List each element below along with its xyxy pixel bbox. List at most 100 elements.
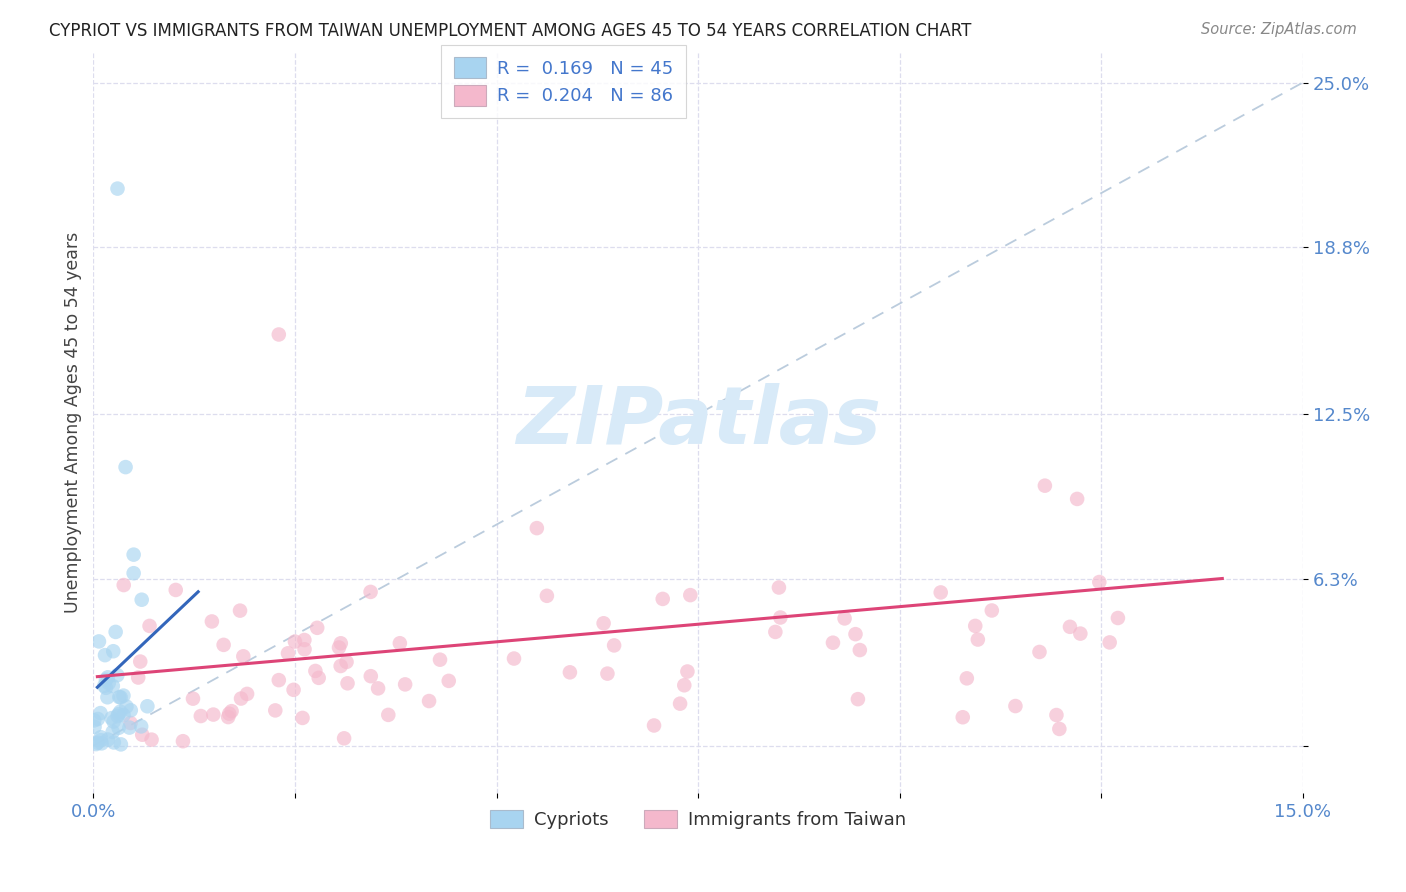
Point [87,634,110,648]
Point [93,679,115,693]
Point [292,632,315,647]
Point [217,710,239,724]
Point [329,659,352,673]
Point [676,665,699,679]
Point [94,673,117,687]
Point [96,690,118,705]
Point [229,604,252,618]
Point [1069,626,1091,640]
Point [236,687,259,701]
Point [131,592,153,607]
Legend: Cypriots, Immigrants from Taiwan: Cypriots, Immigrants from Taiwan [484,803,912,837]
Point [232,649,254,664]
Point [768,581,790,595]
Point [503,651,526,665]
Point [115,699,138,714]
Point [929,585,952,599]
Point [103,714,125,729]
Point [651,591,673,606]
Point [1088,574,1111,589]
Point [100,711,122,725]
Point [107,721,129,735]
Point [86,736,108,750]
Point [335,655,357,669]
Point [769,610,792,624]
Point [592,616,614,631]
Point [181,691,204,706]
Point [437,673,460,688]
Point [603,639,626,653]
Point [89,706,111,720]
Point [264,703,287,717]
Point [138,619,160,633]
Point [84,737,107,751]
Point [165,582,187,597]
Point [141,732,163,747]
Point [83,714,105,728]
Point [394,677,416,691]
Point [377,707,399,722]
Point [218,706,240,721]
Point [120,716,142,731]
Point [329,636,352,650]
Point [1045,708,1067,723]
Point [110,705,132,719]
Point [90,730,112,744]
Point [90,733,112,747]
Point [110,738,132,752]
Point [172,734,194,748]
Point [1004,699,1026,714]
Point [367,681,389,696]
Point [277,646,299,660]
Point [112,689,135,703]
Point [136,699,159,714]
Point [122,566,145,581]
Point [129,719,152,733]
Point [101,679,124,693]
Point [107,709,129,723]
Point [94,681,117,695]
Point [849,643,872,657]
Text: Source: ZipAtlas.com: Source: ZipAtlas.com [1201,22,1357,37]
Point [834,611,856,625]
Y-axis label: Unemployment Among Ages 45 to 54 years: Unemployment Among Ages 45 to 54 years [65,231,82,613]
Point [673,678,696,692]
Point [114,460,136,475]
Text: ZIPatlas: ZIPatlas [516,383,880,461]
Point [304,664,326,678]
Point [1059,620,1081,634]
Point [679,588,702,602]
Point [294,642,316,657]
Point [131,728,153,742]
Point [267,673,290,687]
Point [104,624,127,639]
Text: CYPRIOT VS IMMIGRANTS FROM TAIWAN UNEMPLOYMENT AMONG AGES 45 TO 54 YEARS CORRELA: CYPRIOT VS IMMIGRANTS FROM TAIWAN UNEMPL… [49,22,972,40]
Point [328,640,350,655]
Point [360,585,382,599]
Point [108,690,131,705]
Point [952,710,974,724]
Point [966,632,988,647]
Point [120,703,142,717]
Point [536,589,558,603]
Point [122,548,145,562]
Point [101,725,124,739]
Point [360,669,382,683]
Point [965,619,987,633]
Point [127,671,149,685]
Point [844,627,866,641]
Point [110,690,132,705]
Point [90,736,112,750]
Point [267,327,290,342]
Point [1028,645,1050,659]
Point [291,711,314,725]
Point [112,578,135,592]
Point [388,636,411,650]
Point [418,694,440,708]
Point [1066,491,1088,506]
Point [336,676,359,690]
Point [202,707,225,722]
Point [83,720,105,734]
Point [221,704,243,718]
Point [821,636,844,650]
